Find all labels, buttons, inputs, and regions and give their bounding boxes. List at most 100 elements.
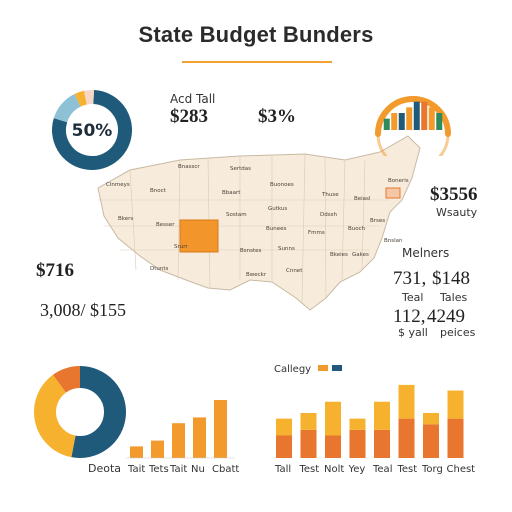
bar-label-1: Tets [148, 464, 169, 475]
state-border-11 [361, 159, 366, 271]
stacked-bar-label-4: Teal [372, 464, 392, 475]
stacked-bar-1-seg-1 [300, 413, 317, 430]
state-label-0: Clnmeys [106, 182, 130, 188]
stacked-bar-0-seg-1 [276, 418, 292, 436]
state-label-26: Boneris [388, 178, 409, 184]
state-label-19: Bweckr [246, 272, 267, 278]
state-label-12: Beiasl [354, 196, 371, 202]
bar-1 [151, 440, 164, 458]
annotation-percent: $3% [258, 106, 296, 127]
bar-label-4: Cbatt [212, 464, 239, 475]
bar-label-3: Nu [191, 464, 205, 475]
state-label-6: Buonoes [270, 182, 294, 188]
state-label-25: Bnslan [384, 238, 403, 244]
state-label-8: Bunees [266, 226, 287, 232]
state-label-2: Bnasscr [178, 164, 200, 170]
legend-swatch-orange [318, 365, 328, 371]
stacked-bar-label-6: Torg [421, 464, 443, 475]
state-label-18: Cnnet [286, 268, 303, 274]
gauge-bar-0 [383, 118, 390, 130]
gauge-bar-3 [406, 107, 413, 130]
stat-a-label: Teal [402, 291, 424, 304]
bar-label-0: Tait [127, 464, 145, 475]
stacked-bar-6-seg-1 [423, 413, 439, 425]
stacked-bar-4-seg-0 [374, 429, 390, 458]
gauge-bar-5 [421, 101, 428, 130]
legend-swatch-navy [332, 365, 342, 371]
state-label-11: Fmms [308, 230, 325, 236]
state-label-14: Bkeies [330, 252, 348, 258]
stacked-bar-label-3: Yey [348, 464, 366, 475]
bar-0 [130, 446, 143, 458]
stacked-bar-5-seg-1 [398, 384, 415, 419]
state-label-3: Sertdas [230, 166, 251, 172]
title-underline [182, 61, 332, 63]
stacked-bar-label-0: Tall [274, 464, 291, 475]
state-label-20: Dtunts [150, 266, 169, 272]
state-label-9: Thuse [321, 192, 339, 198]
gauge-bar-1 [391, 113, 398, 130]
gauge-bar-icon [375, 96, 451, 156]
state-label-1: Bnoct [150, 188, 167, 194]
stacked-bar-0-seg-0 [276, 435, 292, 458]
annotation-left-value: $716 [36, 260, 74, 281]
bottom-right-panel: Callegy Tall Test Nolt Yey Teal Test Torg Chest [274, 364, 475, 475]
bar-3 [193, 417, 206, 458]
donut-bottom-label: Deota [88, 462, 121, 475]
page-title: State Budget Bunders [138, 22, 374, 47]
stat-b-value: $148 [432, 268, 470, 289]
bar-4 [214, 400, 227, 458]
state-label-22: Besser [156, 222, 175, 228]
bar-label-2: Tait [169, 464, 187, 475]
stacked-bar-2-seg-1 [325, 401, 341, 436]
gauge-arc-base [376, 133, 450, 156]
bar-2 [172, 423, 185, 458]
donut-bottom-slice-2 [52, 366, 81, 393]
stat-b-label: Tales [440, 291, 468, 304]
stat-c-label: $ yall [398, 326, 428, 339]
state-label-4: Bbaart [222, 190, 241, 196]
state-border-1 [177, 159, 181, 281]
donut-top-slice-2 [74, 90, 88, 107]
state-label-5: Sostam [226, 212, 247, 218]
annotation-top-label: Acd Tall [170, 92, 216, 106]
gauge-bar-7 [436, 113, 443, 130]
stacked-bar-2-seg-0 [325, 435, 341, 458]
stacked-bar-3-seg-0 [349, 429, 366, 458]
state-border-3 [301, 153, 306, 303]
donut-top-slice-3 [84, 90, 94, 105]
stacked-bar-3-seg-1 [349, 418, 366, 430]
annotation-right-sub: Wsauty [436, 206, 478, 219]
state-border-0 [129, 169, 137, 271]
us-map: Clnmeys Bnoct Bnasscr Sertdas Bbaart Sostam Bu… [97, 135, 421, 311]
state-label-17: Bsnstes [240, 248, 262, 254]
donut-top-slice-1 [53, 94, 82, 123]
stat-d-label: peices [440, 326, 476, 339]
state-label-7: Gutkus [268, 206, 287, 212]
gauge-arc [375, 96, 451, 137]
map-state-labels: Clnmeys Bnoct Bnasscr Sertdas Bbaart Sostam Bu… [106, 164, 409, 278]
stat-c-value: 112, [393, 306, 426, 327]
stacked-bar-7-seg-1 [447, 390, 464, 419]
donut-bottom-slice-1 [34, 374, 77, 458]
state-label-10: Ddssh [320, 212, 337, 218]
stacked-bar-7-seg-0 [447, 418, 464, 458]
stacked-bar-5-seg-0 [398, 418, 415, 458]
stacked-bar-label-5: Test [397, 464, 418, 475]
state-border-10 [324, 155, 327, 299]
state-label-21: Bkers [118, 216, 133, 222]
donut-center-label: 50% [72, 121, 113, 141]
stacked-bar-label-1: Test [299, 464, 320, 475]
annotation-left-value-2: 3,008/ $155 [40, 300, 127, 320]
highlighted-state [179, 219, 219, 253]
bottom-left-panel: Deota Tait Tets Tait Nu Cbatt [34, 366, 239, 475]
stacked-bar-4-seg-1 [374, 401, 390, 430]
category-legend-title: Callegy [274, 364, 311, 375]
donut-chart-top-left: 50% [52, 90, 132, 170]
donut-top-slice-0 [52, 90, 132, 170]
state-label-15: Gakes [352, 252, 369, 258]
state-label-16: Sunns [278, 246, 295, 252]
annotation-right-value: $3556 [430, 184, 478, 205]
stacked-bar-label-2: Nolt [324, 464, 344, 475]
gauge-bar-4 [413, 101, 420, 130]
